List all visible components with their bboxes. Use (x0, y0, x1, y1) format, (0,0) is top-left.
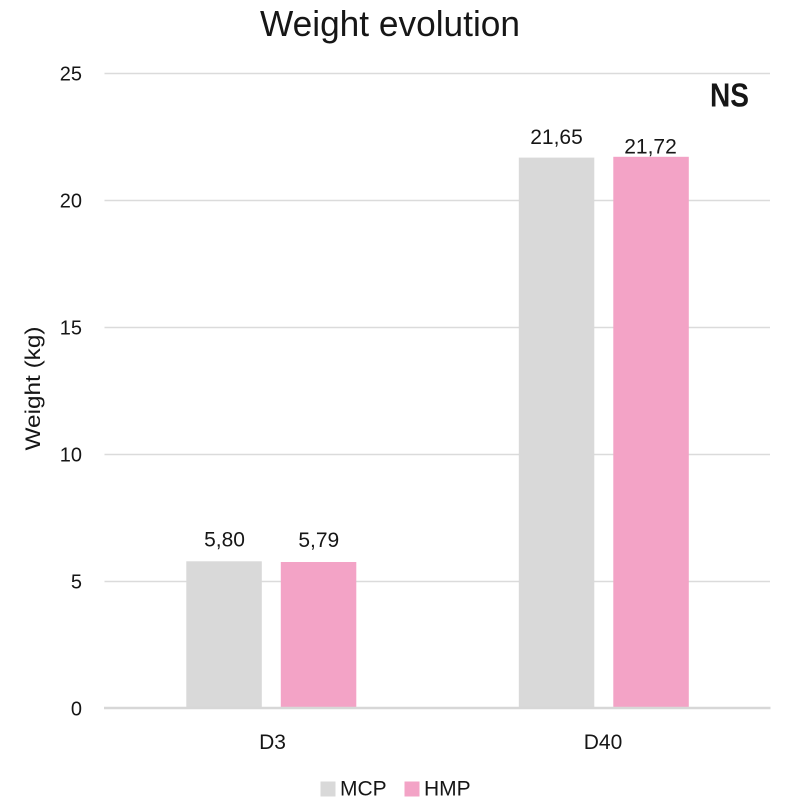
svg-text:MCP: MCP (340, 778, 387, 801)
svg-text:HMP: HMP (424, 778, 471, 801)
svg-text:21,72: 21,72 (624, 136, 677, 159)
svg-text:5,79: 5,79 (298, 529, 339, 552)
svg-text:25: 25 (60, 64, 82, 86)
svg-text:20: 20 (60, 191, 82, 213)
svg-text:5,80: 5,80 (204, 529, 245, 552)
svg-text:Weight evolution: Weight evolution (260, 3, 520, 44)
svg-text:Weight (kg): Weight (kg) (22, 327, 45, 451)
svg-text:10: 10 (60, 445, 82, 467)
svg-text:D3: D3 (259, 731, 286, 754)
svg-text:NS: NS (710, 77, 749, 114)
svg-text:21,65: 21,65 (530, 126, 583, 149)
svg-text:D40: D40 (584, 731, 623, 754)
svg-text:0: 0 (71, 699, 82, 721)
svg-text:15: 15 (60, 318, 82, 340)
svg-text:5: 5 (71, 572, 82, 594)
